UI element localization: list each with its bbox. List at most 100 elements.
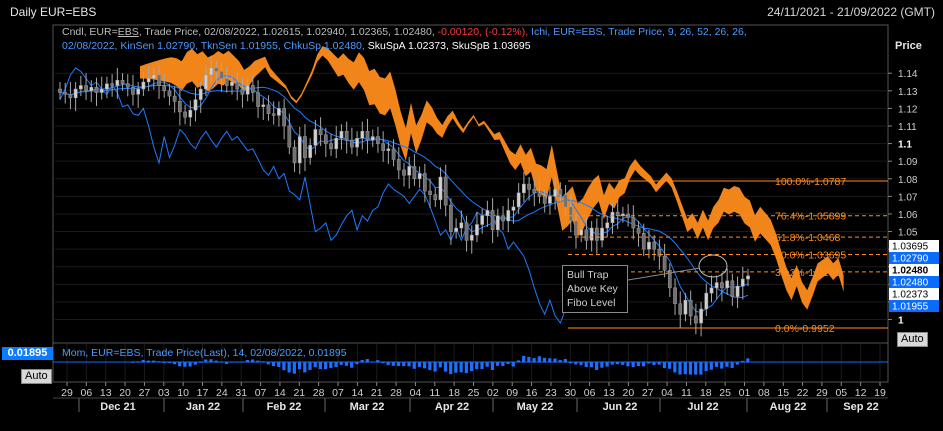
- momentum-bar: [438, 362, 442, 368]
- momentum-bar: [313, 362, 317, 368]
- momentum-value-badge: 0.01895: [2, 347, 53, 360]
- momentum-bar: [496, 362, 500, 366]
- candle: [532, 189, 537, 194]
- candle: [678, 303, 683, 315]
- momentum-bar: [417, 362, 422, 367]
- price-axis-auto-button[interactable]: Auto: [897, 332, 928, 347]
- momentum-bar: [605, 362, 609, 367]
- x-tick-label: 20: [623, 387, 635, 399]
- date-range: 24/11/2021 - 21/09/2022 (GMT): [767, 5, 935, 19]
- momentum-bar: [511, 362, 515, 367]
- price-tag-label: 1.02790: [892, 254, 929, 265]
- momentum-bar: [694, 362, 698, 375]
- momentum-bar: [735, 362, 739, 365]
- momentum-bar: [501, 362, 505, 367]
- candle: [454, 227, 458, 232]
- candle: [548, 196, 552, 204]
- candle: [178, 101, 182, 113]
- annotation-box: Bull Trap Above Key Fibo Level: [562, 265, 628, 313]
- candle: [730, 280, 735, 297]
- legend-line-1: Cndl, EUR=EBS, Trade Price, 02/08/2022, …: [62, 26, 747, 38]
- price-tags: 1.036951.027901.024801.024801.023731.019…: [889, 240, 939, 313]
- candle: [412, 166, 417, 180]
- momentum-bar: [449, 362, 453, 375]
- candle: [63, 92, 68, 95]
- month-label: Sep 22: [843, 401, 878, 413]
- candle: [344, 131, 349, 141]
- candle: [464, 222, 469, 241]
- momentum-bar: [527, 356, 531, 363]
- candle: [558, 189, 563, 195]
- candle: [287, 125, 292, 148]
- momentum-bar: [178, 362, 182, 367]
- candle: [605, 222, 610, 229]
- momentum-bar: [251, 359, 255, 363]
- candle: [193, 99, 198, 111]
- candle: [105, 83, 109, 90]
- candle: [475, 224, 479, 236]
- month-label: Jul 22: [687, 401, 718, 413]
- momentum-bar: [548, 358, 552, 363]
- candle: [94, 87, 99, 93]
- candle: [574, 220, 578, 236]
- momentum-bar: [454, 362, 458, 373]
- candle: [537, 192, 542, 197]
- month-label: Aug 22: [770, 401, 807, 413]
- momentum-bar: [271, 362, 276, 367]
- candle: [131, 87, 135, 95]
- momentum-bar: [668, 362, 672, 369]
- month-label: Jun 22: [603, 401, 638, 413]
- annotation-line: Bull Trap: [567, 269, 609, 281]
- momentum-auto-button[interactable]: Auto: [21, 369, 52, 384]
- candle: [162, 85, 167, 92]
- momentum-bar: [146, 360, 151, 363]
- momentum-bar: [282, 362, 286, 371]
- candle: [245, 85, 250, 95]
- momentum-bar: [558, 359, 562, 363]
- candle: [381, 143, 386, 151]
- candle: [433, 194, 438, 201]
- momentum-bar: [350, 362, 354, 368]
- candle: [183, 111, 187, 118]
- price-tag-label: 1.02480: [892, 266, 929, 277]
- momentum-bar: [652, 362, 656, 366]
- fibonacci-label: 50.0%-1.03695: [775, 250, 846, 262]
- candle: [365, 131, 370, 141]
- x-tick-label: 07: [332, 387, 344, 399]
- momentum-bar: [209, 359, 213, 363]
- candle: [157, 74, 161, 86]
- candle: [323, 134, 328, 144]
- candle: [720, 282, 724, 289]
- y-tick-label: 1.07: [898, 192, 918, 203]
- candle: [600, 227, 604, 241]
- candle: [647, 241, 651, 250]
- momentum-bar: [339, 362, 343, 365]
- x-tick-label: 25: [719, 387, 731, 399]
- x-tick-label: 18: [700, 387, 712, 399]
- x-tick-label: 27: [642, 387, 654, 399]
- momentum-bar: [297, 362, 302, 370]
- momentum-bar: [214, 360, 218, 363]
- candle: [542, 196, 547, 204]
- candle: [699, 308, 703, 324]
- x-tick-label: 06: [584, 387, 596, 399]
- candle: [198, 88, 203, 100]
- x-tick-label: 12: [855, 387, 867, 399]
- price-tag: [889, 288, 939, 300]
- month-label: May 22: [517, 401, 554, 413]
- month-label: Apr 22: [435, 401, 469, 413]
- momentum-bar: [407, 362, 411, 367]
- price-tag: [889, 300, 939, 312]
- x-tick-label: 16: [526, 387, 538, 399]
- price-tag-label: 1.03695: [892, 242, 929, 253]
- x-tick-label: 14: [274, 387, 286, 399]
- candle: [219, 71, 224, 79]
- candle: [84, 85, 88, 92]
- fibonacci-levels: 100.0%-1.0787 76.4%-1.05899 61.8%-1.0468 50…: [568, 176, 888, 335]
- month-label: Jan 22: [186, 401, 220, 413]
- momentum-bar: [641, 362, 646, 367]
- momentum-bar: [308, 362, 312, 370]
- x-tick-label: 28: [390, 387, 402, 399]
- y-tick-label: 1: [898, 316, 904, 327]
